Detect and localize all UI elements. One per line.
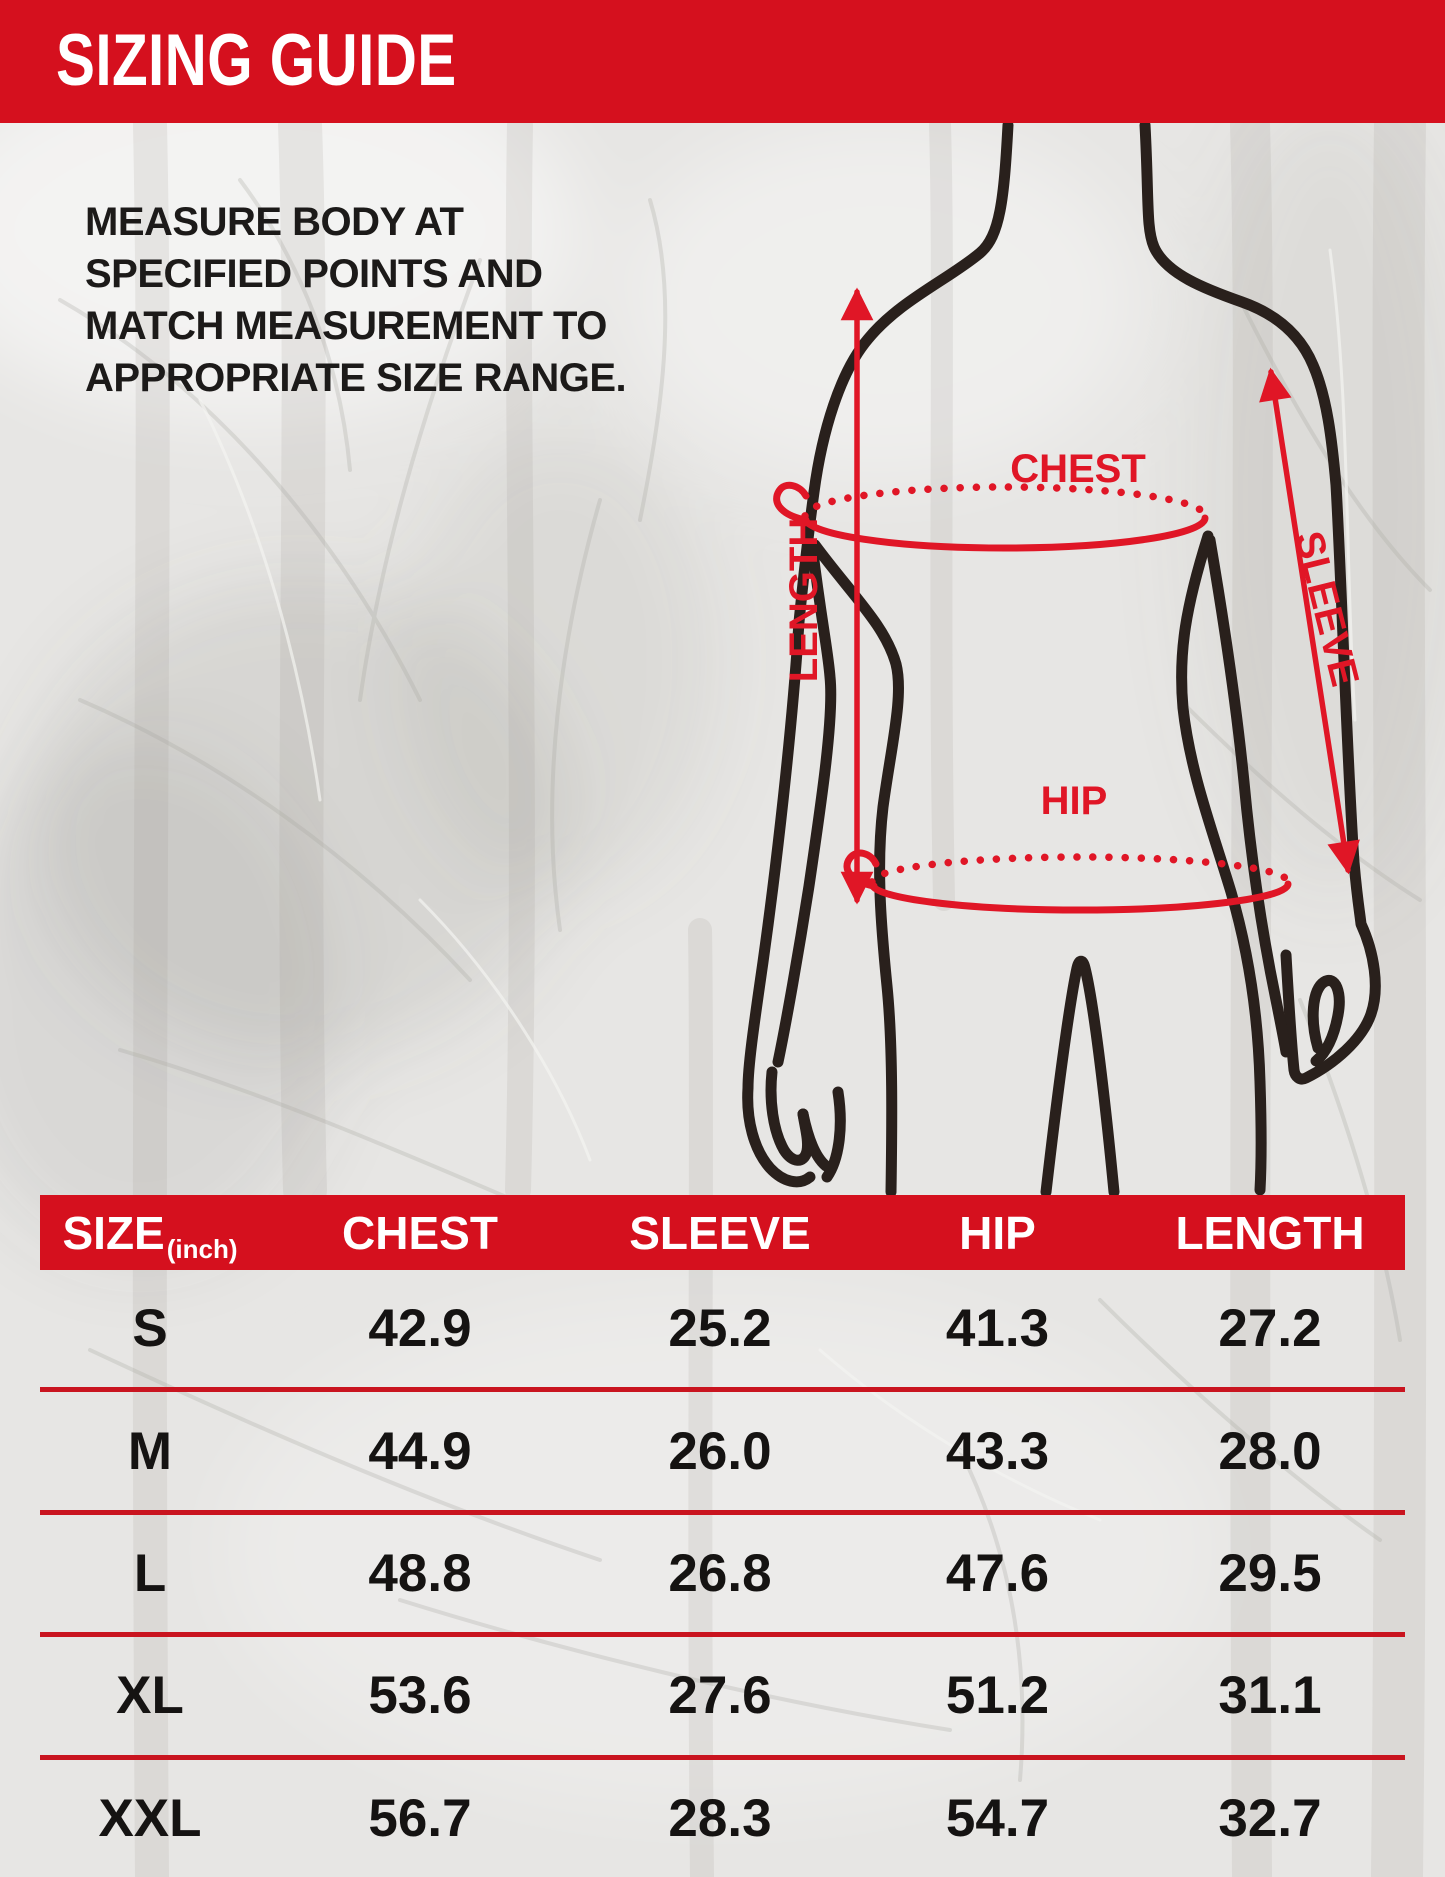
table-row: L 48.8 26.8 47.6 29.5 [40,1515,1405,1632]
sleeve-label: SLEEVE [1286,527,1367,691]
instruction-line: APPROPRIATE SIZE RANGE. [85,356,627,400]
sleeve-cell: 26.0 [668,1421,772,1481]
size-table-header: SIZE(inch) CHEST SLEEVE HIP LENGTH [40,1195,1405,1270]
header-banner: SIZING GUIDE [0,0,1445,123]
body-outline [742,119,1381,1198]
length-cell: 31.1 [1218,1666,1322,1726]
table-row: M 44.9 26.0 43.3 28.0 [40,1392,1405,1509]
sleeve-cell: 26.8 [668,1544,772,1604]
chest-label: CHEST [1010,447,1146,491]
size-table: SIZE(inch) CHEST SLEEVE HIP LENGTH S 42.… [40,1195,1405,1877]
hip-measure-ellipse [843,849,1292,914]
hip-cell: 54.7 [945,1788,1050,1848]
row-divider [40,1509,1405,1515]
sleeve-cell: 27.6 [668,1666,772,1726]
size-cell: S [132,1299,168,1359]
page-title: SIZING GUIDE [56,20,457,101]
chest-cell: 48.8 [368,1544,472,1604]
column-header-chest: CHEST [342,1206,498,1259]
chest-cell: 42.9 [368,1299,472,1359]
hip-cell: 41.3 [945,1299,1050,1359]
size-cell: XL [116,1666,184,1726]
chest-cell: 56.7 [368,1788,472,1848]
sleeve-cell: 25.2 [668,1299,772,1359]
size-unit-text: (inch) [166,1233,238,1264]
column-header-sleeve: SLEEVE [629,1206,811,1259]
length-label: LENGTH [782,518,826,682]
table-row: XXL 56.7 28.3 54.7 32.7 [40,1760,1405,1877]
instruction-line: MEASURE BODY AT [85,200,464,244]
sleeve-arrow [1259,367,1360,875]
table-row: XL 53.6 27.6 51.2 31.1 [40,1637,1405,1754]
length-cell: 29.5 [1218,1544,1322,1604]
hip-cell: 47.6 [945,1544,1050,1604]
length-cell: 27.2 [1218,1299,1322,1359]
size-cell: L [133,1544,167,1604]
row-divider [40,1387,1405,1393]
table-row: S 42.9 25.2 41.3 27.2 [40,1270,1405,1387]
sleeve-cell: 28.3 [668,1788,772,1848]
row-divider [40,1632,1405,1638]
column-header-length: LENGTH [1175,1206,1365,1259]
size-cell: M [127,1421,173,1481]
chest-measure-ellipse [773,481,1209,552]
length-cell: 32.7 [1218,1788,1322,1848]
row-divider [40,1754,1405,1760]
hip-label: HIP [1041,779,1108,823]
size-header-text: SIZE [62,1206,165,1259]
hip-cell: 51.2 [945,1666,1050,1726]
column-header-hip: HIP [959,1206,1036,1259]
size-cell: XXL [98,1788,202,1848]
column-header-size: SIZE(inch) [40,1206,260,1264]
chest-cell: 44.9 [368,1421,472,1481]
length-cell: 28.0 [1218,1421,1322,1481]
chest-cell: 53.6 [368,1666,472,1726]
instruction-text: MEASURE BODY AT SPECIFIED POINTS AND MAT… [85,196,627,404]
hip-cell: 43.3 [945,1421,1050,1481]
instruction-line: MATCH MEASUREMENT TO [85,304,607,348]
instruction-line: SPECIFIED POINTS AND [85,252,543,296]
